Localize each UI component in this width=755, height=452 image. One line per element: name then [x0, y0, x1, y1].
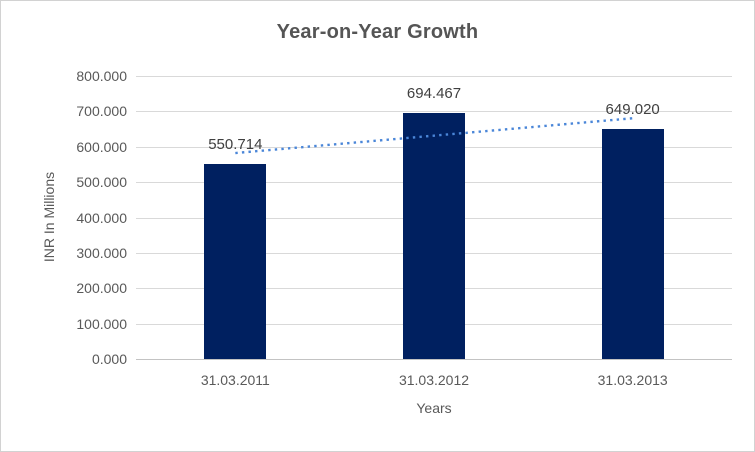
y-tick-label: 800.000 — [76, 68, 127, 84]
y-tick-label: 500.000 — [76, 174, 127, 191]
y-tick-label: 600.000 — [76, 138, 127, 155]
x-tick-label: 31.03.2013 — [597, 372, 668, 388]
bar — [403, 113, 465, 359]
y-tick-label: 0.000 — [91, 351, 127, 367]
x-axis-line — [136, 359, 732, 360]
x-axis-title: Years — [416, 400, 452, 416]
chart-title: Year-on-Year Growth — [276, 21, 479, 43]
y-tick-label: 700.000 — [76, 103, 127, 120]
bar-data-label: 694.467 — [406, 85, 462, 103]
bar-data-label: 649.020 — [605, 101, 660, 119]
y-tick-label: 400.000 — [76, 209, 127, 226]
y-tick-label: 300.000 — [76, 244, 127, 261]
gridline — [136, 111, 732, 113]
bar — [601, 129, 664, 359]
x-tick-label: 31.03.2012 — [398, 372, 470, 388]
y-tick-label: 100.000 — [76, 315, 127, 332]
y-tick-label: 200.000 — [76, 280, 127, 297]
gridline — [136, 76, 732, 77]
bar — [204, 164, 267, 359]
x-tick-label: 31.03.2011 — [200, 372, 270, 388]
bar-data-label: 550.714 — [208, 136, 263, 154]
